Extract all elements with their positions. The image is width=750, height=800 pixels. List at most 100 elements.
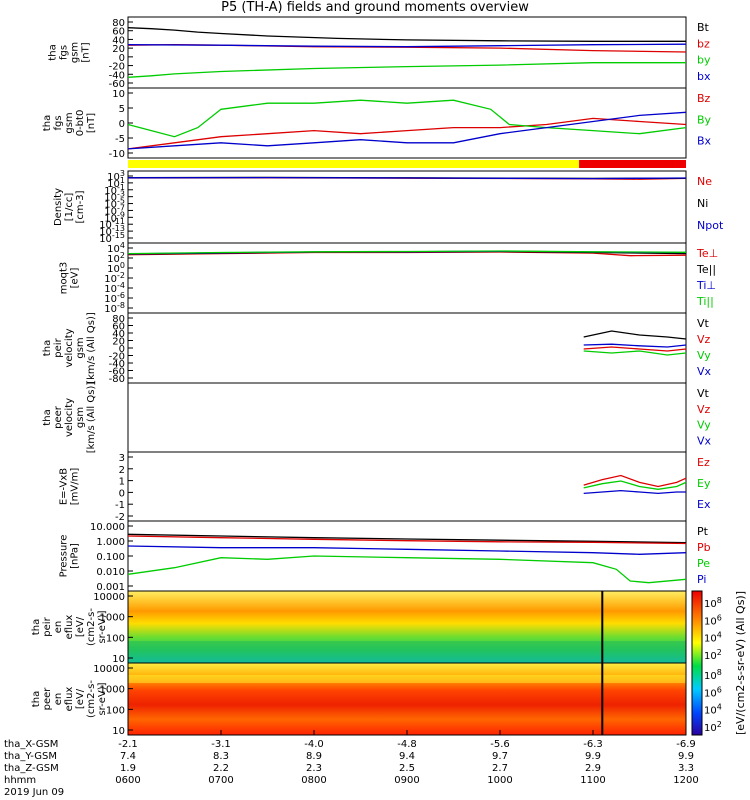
y-tick-label: -10 [109, 149, 125, 160]
legend-label-1: Te⊥ [696, 247, 718, 260]
y-axis-label: E=-VxB[mV/m] [59, 468, 81, 506]
legend-label-4: Ti|| [696, 295, 714, 308]
series-line-Pt [127, 533, 687, 544]
legend-label-2: Ey [697, 477, 711, 490]
spectrogram-high-energy-band [128, 675, 686, 683]
legend-label-3: Vy [697, 349, 711, 362]
series-line-Vt [583, 330, 687, 340]
x-tick-label: 2.7 [492, 763, 508, 774]
series-line-Vy [583, 350, 687, 356]
y-tick-label: 10-8 [104, 301, 125, 315]
colorbar-tick-label: 104 [704, 703, 722, 717]
x-tick-label: 8.9 [306, 751, 322, 762]
x-tick-label: 1000 [487, 775, 512, 786]
y-tick-label: -40 [109, 70, 125, 81]
x-tick-label: 1100 [580, 775, 605, 786]
colorbar-tick-label: 102 [704, 720, 722, 734]
y-tick-label: 10 [112, 726, 125, 737]
y-tick-label: 0.010 [96, 567, 125, 578]
x-tick-label: 9.9 [678, 751, 694, 762]
y-tick-label: 0 [119, 344, 125, 355]
y-axis-label: Pressure[nPa] [59, 535, 81, 578]
y-axis-label: moqt3[eV] [59, 262, 81, 295]
x-tick-label: 3.3 [678, 763, 694, 774]
legend-label-3: by [697, 54, 711, 67]
colorbar-label: [eV/(cm2-s-sr-eV) (All Qs)] [734, 591, 747, 735]
y-axis-label: thafgsgsm[nT] [48, 42, 92, 63]
y-tick-label: 2 [119, 465, 125, 476]
x-tick-label: -5.6 [490, 739, 510, 750]
series-line-By [127, 99, 687, 138]
panel-3: 10310110-110-310-510-710-910-1110-1310-1… [53, 169, 724, 245]
y-tick-label: -80 [109, 374, 125, 385]
y-tick-label: -5 [115, 134, 125, 145]
legend-label-1: Vt [697, 317, 710, 330]
y-tick-label: 5 [119, 104, 125, 115]
legend-label-4: bx [697, 70, 711, 83]
legend-label-1: Ne [697, 175, 712, 188]
y-tick-label: 3 [119, 453, 125, 464]
x-tick-label: 0700 [208, 775, 233, 786]
y-axis-label: thapeireneflux[eV/(cm2-s-sr-eV)] [31, 608, 108, 646]
x-tick-label: 1200 [673, 775, 698, 786]
legend-label-2: By [697, 113, 712, 126]
panel-frame [127, 16, 687, 89]
y-tick-label: 10 [112, 89, 125, 100]
y-tick-label: 40 [112, 35, 125, 46]
y-tick-label: 1000 [100, 685, 125, 696]
legend-label-1: Bt [697, 21, 710, 34]
x-tick-label: -4.8 [397, 739, 417, 750]
series-line-Ez [583, 474, 687, 488]
series-line-Pi [127, 545, 687, 555]
x-tick-label: 0600 [115, 775, 140, 786]
legend-label-3: Ti⊥ [696, 279, 716, 292]
panel-2: 10 5 0 -5 -10 thafgsgsm0-bt0[nT] Bz By Bx [42, 87, 712, 168]
y-tick-label: 80 [112, 314, 125, 325]
y-tick-label: 60 [112, 322, 125, 333]
y-tick-label: -60 [109, 79, 125, 90]
legend-label-2: Te|| [696, 263, 716, 276]
y-tick-label: 10000 [93, 592, 125, 603]
legend-label-1: Ez [697, 456, 710, 469]
legend-label-2: Vz [697, 403, 711, 416]
panel-frame [127, 382, 687, 453]
y-tick-label: 10.000 [90, 522, 125, 533]
series-line-Pe [127, 555, 687, 584]
series-line-Ey [583, 480, 687, 490]
y-tick-label: 80 [112, 18, 125, 29]
series-line-by [127, 62, 686, 78]
x-tick-label: 2.9 [585, 763, 601, 774]
colorbar [691, 590, 703, 736]
panel-4: 10410210010-210-410-610-8moqt3[eV]Te⊥Te|… [59, 241, 719, 315]
y-tick-label: -40 [109, 359, 125, 370]
y-tick-label: 20 [112, 337, 125, 348]
y-tick-label: -2 [115, 512, 125, 523]
x-row-label: tha_X-GSM [4, 739, 58, 750]
colorbar-tick-label: 106 [704, 613, 722, 627]
y-tick-label: 0 [119, 488, 125, 499]
legend-label-2: Ni [697, 197, 708, 210]
x-tick-label: -6.3 [583, 739, 603, 750]
x-tick-label: 9.7 [492, 751, 508, 762]
legend-label-3: Pe [697, 557, 710, 570]
x-tick-label: 2.3 [306, 763, 322, 774]
panel-10: 10000 1000 100 10 thapeereneflux[eV/(cm2-s-s… [31, 662, 687, 737]
y-tick-label: -20 [109, 352, 125, 363]
x-tick-label: -6.9 [676, 739, 696, 750]
series-line-Bz [127, 117, 687, 150]
y-axis-label: thafgsgsm0-bt0[nT] [42, 110, 97, 137]
panel-6: thapeervelocitygsm[km/s (All Qs)] Vt Vz Vy V… [42, 382, 712, 454]
y-tick-label: 0.001 [96, 582, 125, 593]
x-tick-label: 9.9 [585, 751, 601, 762]
y-axis-label: thapeereneflux[eV/(cm2-s-sr-eV)] [31, 680, 108, 718]
x-tick-label: 2.2 [213, 763, 229, 774]
y-tick-label: 100 [106, 705, 125, 716]
series-line-bx [127, 43, 687, 48]
y-tick-label: 10 [112, 654, 125, 665]
y-tick-label: 20 [112, 44, 125, 55]
series-line-Bt [127, 27, 686, 42]
legend-label-1: Vt [697, 387, 710, 400]
y-tick-label: 40 [112, 329, 125, 340]
y-tick-label: 0.100 [96, 552, 125, 563]
